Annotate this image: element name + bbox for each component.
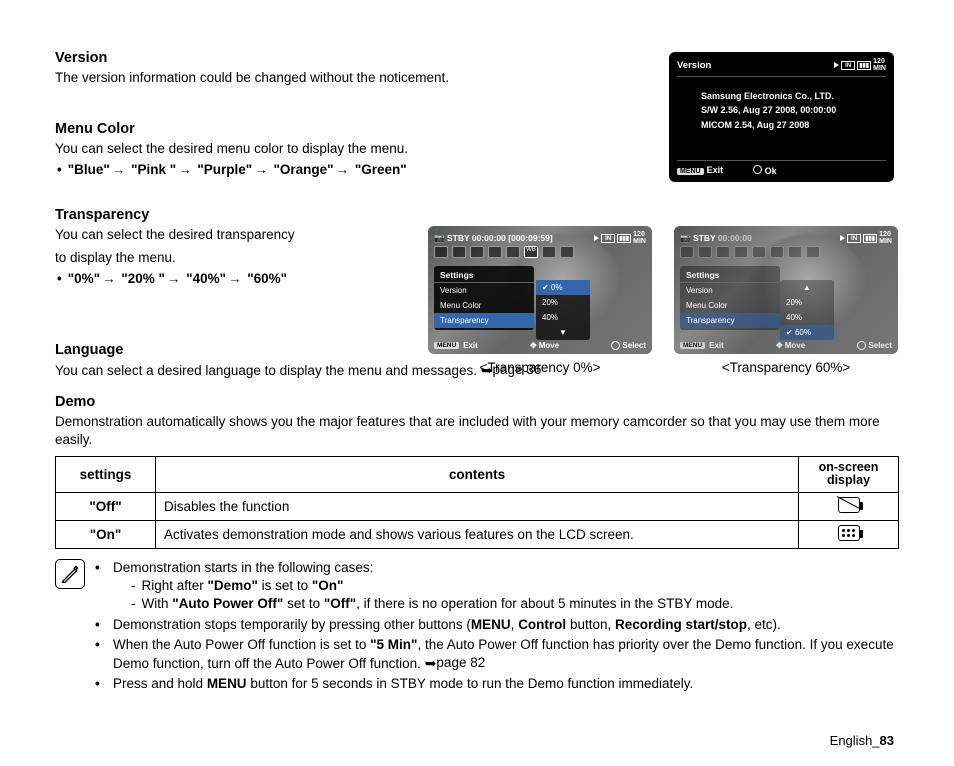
th-settings: settings: [56, 456, 156, 493]
table-row: "Off" Disables the function: [56, 493, 899, 521]
th-osd: on-screendisplay: [799, 456, 899, 493]
osd-on-icon: [838, 525, 860, 541]
preview-transparency-0: 📷 STBY 00:00:00 [000:09:59] IN▮▮▮120MIN …: [428, 226, 652, 375]
caption-0: <Transparency 0%>: [428, 360, 652, 375]
caption-60: <Transparency 60%>: [674, 360, 898, 375]
demo-table: settings contents on-screendisplay "Off"…: [55, 456, 899, 550]
notes-block: • Demonstration starts in the following …: [55, 559, 899, 696]
osd-off-icon: [838, 497, 860, 513]
heading-transparency: Transparency: [55, 207, 899, 223]
sub-panel-60: ▲ 20% 40% ✔ 60%: [780, 280, 834, 340]
lcd-status-icons: IN▮▮▮120MIN: [834, 58, 886, 72]
page-footer: English_83: [830, 733, 894, 748]
body-demo: Demonstration automatically shows you th…: [55, 413, 899, 449]
heading-demo: Demo: [55, 394, 899, 410]
table-row: "On" Activates demonstration mode and sh…: [56, 521, 899, 549]
preview-transparency-60: 📷 STBY 00:00:00 IN▮▮▮120MIN Settings Ver…: [674, 226, 898, 375]
menu-panel-0: Settings Version Menu Color Transparency: [434, 266, 534, 330]
lcd-version-panel: Version IN▮▮▮120MIN Samsung Electronics …: [669, 52, 894, 182]
menu-panel-60: Settings Version Menu Color Transparency: [680, 266, 780, 330]
th-contents: contents: [156, 456, 799, 493]
note-icon: [55, 559, 85, 589]
sub-panel-0: ✔ 0% 20% 40% ▼: [536, 280, 590, 340]
lcd-version-title: Version: [677, 60, 711, 71]
